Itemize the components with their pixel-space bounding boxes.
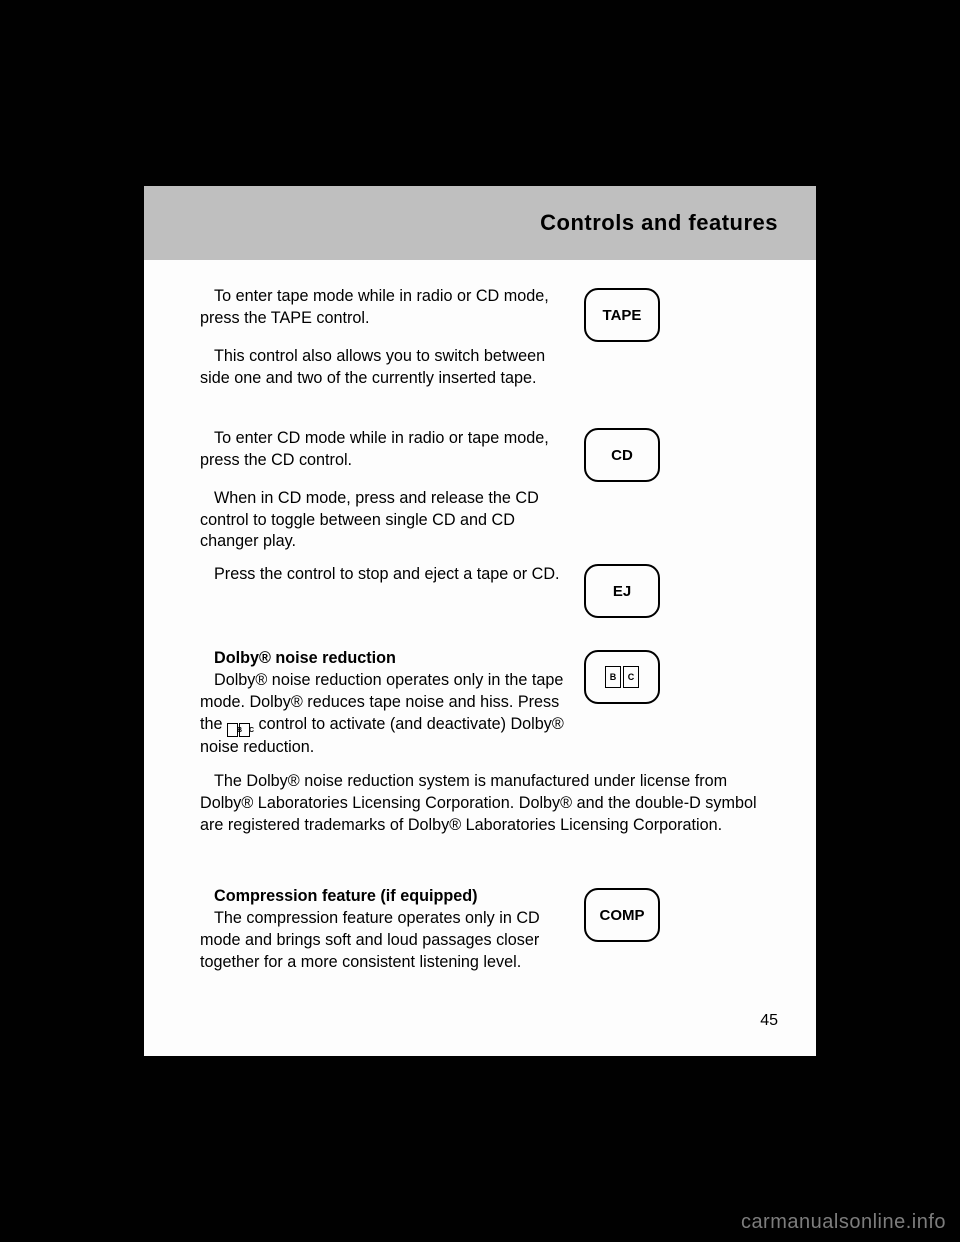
section-cd: To enter CD mode while in radio or tape … [200, 428, 778, 564]
tape-text-2: This control also allows you to switch b… [200, 346, 570, 390]
eject-button-label: EJ [613, 584, 631, 599]
comp-button-illustration: COMP [584, 888, 660, 942]
dolby-icon: BC [605, 666, 639, 688]
tape-button-label: TAPE [603, 308, 642, 323]
dolby-text-2: The Dolby® noise reduction system is man… [200, 771, 778, 837]
watermark: carmanualsonline.info [741, 1211, 946, 1234]
dolby-button-illustration: BC [584, 650, 660, 704]
section-comp: Compression feature (if equipped) The co… [200, 886, 778, 973]
tape-text-1: To enter tape mode while in radio or CD … [200, 286, 570, 330]
comp-button-label: COMP [600, 908, 645, 923]
dolby-icon-inline: BC [227, 723, 250, 737]
cd-button-label: CD [611, 448, 633, 463]
cd-button-illustration: CD [584, 428, 660, 482]
manual-page: Controls and features To enter tape mode… [144, 186, 816, 1056]
comp-text-1: The compression feature operates only in… [200, 908, 570, 974]
eject-button-illustration: EJ [584, 564, 660, 618]
dolby-heading: Dolby® noise reduction [200, 648, 570, 670]
comp-heading: Compression feature (if equipped) [200, 886, 570, 908]
page-number: 45 [760, 1010, 778, 1032]
cd-text-2: When in CD mode, press and release the C… [200, 488, 570, 554]
section-eject: Press the control to stop and eject a ta… [200, 564, 778, 648]
dolby-text-1: Dolby® noise reduction operates only in … [200, 670, 570, 759]
page-content: To enter tape mode while in radio or CD … [144, 260, 816, 1056]
cd-text-1: To enter CD mode while in radio or tape … [200, 428, 570, 472]
header-title: Controls and features [540, 210, 778, 236]
section-tape: To enter tape mode while in radio or CD … [200, 286, 778, 428]
section-dolby: Dolby® noise reduction Dolby® noise redu… [200, 648, 778, 886]
page-header: Controls and features [144, 186, 816, 260]
eject-text-1: Press the control to stop and eject a ta… [200, 564, 570, 586]
tape-button-illustration: TAPE [584, 288, 660, 342]
